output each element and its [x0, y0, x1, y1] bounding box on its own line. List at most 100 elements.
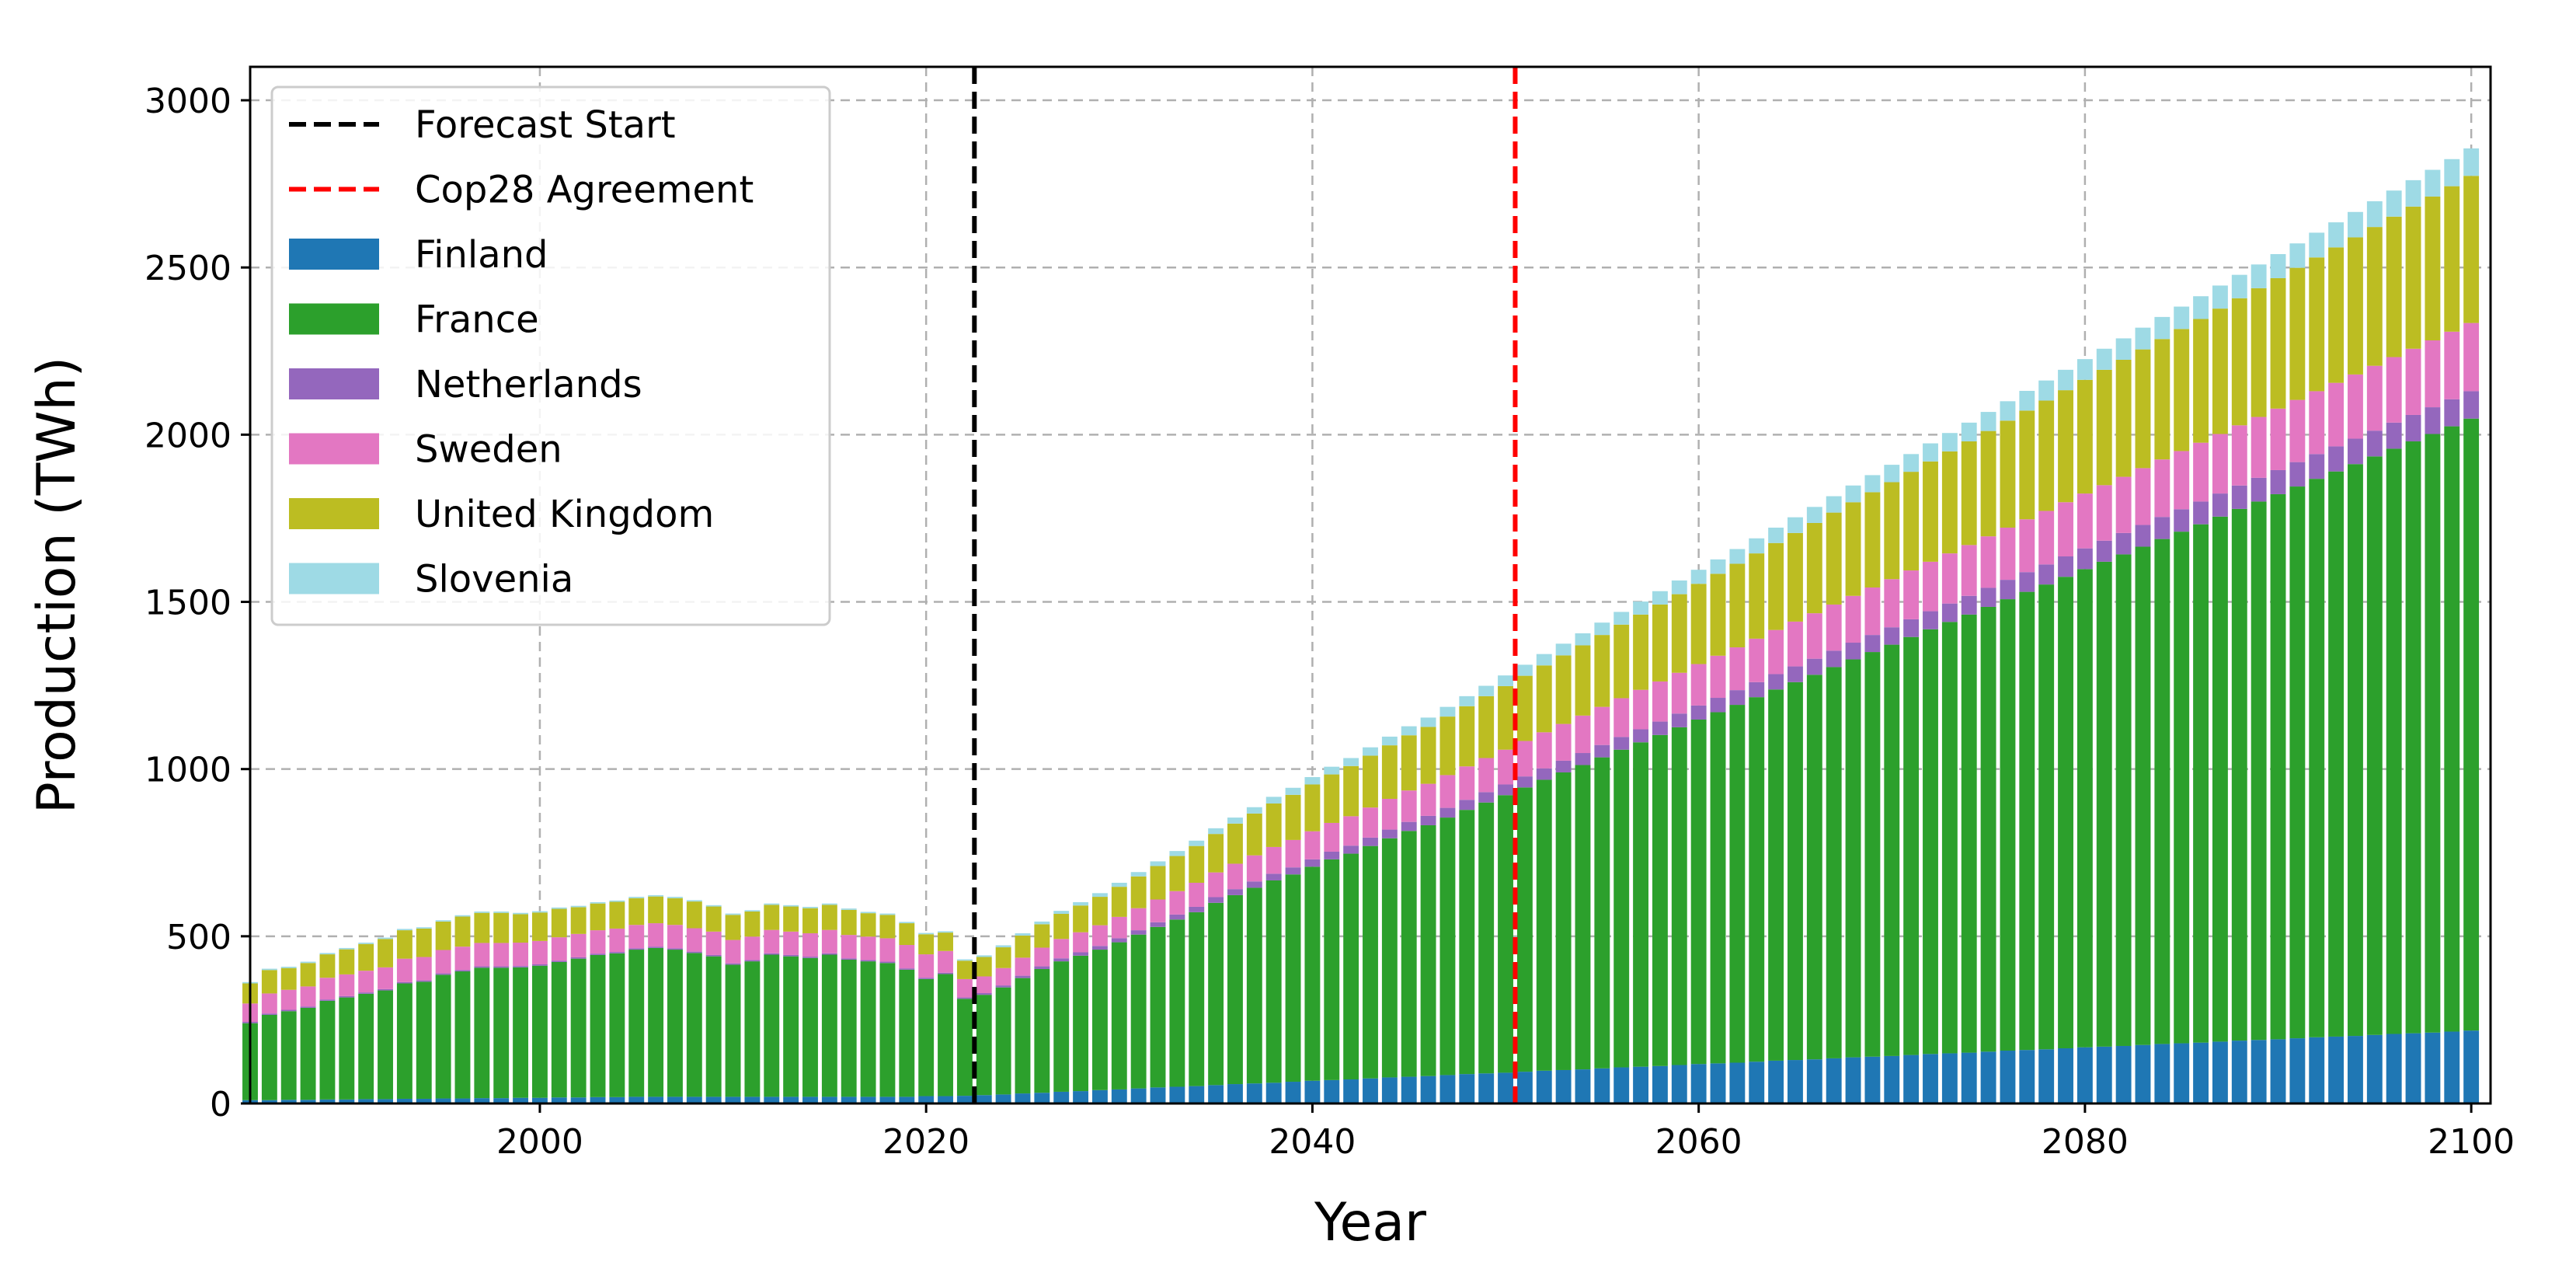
bar-united-kingdom — [1613, 624, 1630, 699]
bar-slovenia — [2058, 369, 2073, 391]
bar-sweden — [667, 925, 683, 949]
bar-sweden — [1749, 638, 1765, 682]
bar-sweden — [396, 958, 413, 982]
bar-france — [2212, 516, 2228, 1042]
bar-slovenia — [995, 945, 1011, 948]
bar-sweden — [493, 943, 510, 967]
bar-sweden — [1923, 561, 1938, 612]
bar-finland — [339, 1099, 355, 1103]
bar-france — [2405, 441, 2421, 1034]
bar-united-kingdom — [899, 923, 915, 946]
bar-finland — [319, 1099, 336, 1103]
bar-slovenia — [1749, 538, 1765, 554]
bar-sweden — [1980, 536, 1996, 588]
bar-france — [2076, 569, 2093, 1048]
bar-netherlands — [2174, 509, 2190, 532]
bar-finland — [1401, 1076, 1417, 1103]
bar-united-kingdom — [841, 909, 857, 936]
bar-france — [1478, 802, 1495, 1074]
bar-sweden — [2038, 511, 2055, 565]
bar-sweden — [1652, 681, 1668, 722]
bar-united-kingdom — [2000, 420, 2016, 528]
bar-finland — [1768, 1060, 1784, 1103]
bar-france — [609, 953, 625, 1097]
bar-slovenia — [396, 929, 413, 931]
bar-sweden — [764, 929, 780, 953]
bar-finland — [2425, 1032, 2441, 1103]
legend-box — [270, 85, 831, 626]
bar-united-kingdom — [1575, 645, 1591, 716]
bar-france — [1806, 675, 1822, 1060]
bar-finland — [918, 1096, 935, 1103]
bar-netherlands — [454, 970, 471, 972]
bar-united-kingdom — [1749, 553, 1765, 639]
bar-france — [1671, 727, 1687, 1065]
bar-slovenia — [705, 905, 722, 907]
bar-france — [2463, 418, 2480, 1031]
bar-slovenia — [2135, 327, 2151, 350]
bar-slovenia — [280, 966, 297, 968]
bar-netherlands — [1690, 705, 1707, 720]
bar-united-kingdom — [2038, 400, 2055, 511]
bar-united-kingdom — [2425, 196, 2441, 341]
bar-france — [1208, 902, 1224, 1086]
bar-netherlands — [628, 948, 645, 950]
bar-sweden — [2444, 331, 2460, 399]
bar-united-kingdom — [2289, 267, 2306, 400]
bar-netherlands — [1729, 690, 1746, 706]
bar-netherlands — [1594, 744, 1610, 758]
bar-netherlands — [2366, 431, 2383, 457]
legend-label: Finland — [415, 233, 548, 277]
bar-united-kingdom — [783, 906, 799, 932]
bar-sweden — [261, 993, 277, 1014]
bar-slovenia — [1130, 872, 1147, 877]
bar-united-kingdom — [513, 914, 529, 943]
bar-slovenia — [1941, 433, 1958, 451]
bar-france — [280, 1011, 297, 1100]
legend-label: United Kingdom — [415, 493, 714, 536]
legend-item: Forecast Start — [289, 103, 676, 147]
bar-sweden — [1227, 863, 1243, 890]
bar-slovenia — [1111, 882, 1127, 887]
bar-sweden — [319, 978, 336, 1000]
bar-netherlands — [1381, 829, 1398, 838]
bar-sweden — [280, 989, 297, 1010]
bar-france — [1941, 622, 1958, 1054]
bar-netherlands — [1633, 729, 1649, 743]
bar-united-kingdom — [1941, 451, 1958, 554]
bar-sweden — [1130, 908, 1147, 931]
bar-finland — [1536, 1070, 1552, 1103]
bar-netherlands — [2212, 493, 2228, 517]
bar-united-kingdom — [590, 903, 606, 931]
bar-france — [474, 967, 490, 1099]
bar-united-kingdom — [2115, 359, 2132, 477]
bar-finland — [474, 1098, 490, 1103]
bar-finland — [1420, 1075, 1436, 1103]
bar-slovenia — [2174, 306, 2190, 329]
bar-sweden — [416, 957, 432, 981]
bar-france — [1710, 712, 1726, 1064]
bar-slovenia — [879, 913, 896, 915]
bar-sweden — [1150, 899, 1166, 922]
bar-sweden — [1864, 587, 1881, 636]
bar-finland — [1980, 1051, 1996, 1103]
bar-france — [667, 950, 683, 1097]
bar-france — [2251, 501, 2267, 1041]
bar-united-kingdom — [280, 967, 297, 990]
bar-netherlands — [1363, 837, 1378, 846]
y-axis-title: Production (TWh) — [26, 357, 88, 814]
bar-sweden — [1208, 872, 1224, 898]
bar-slovenia — [1575, 633, 1591, 646]
bar-united-kingdom — [2174, 329, 2190, 451]
bar-france — [1420, 824, 1436, 1076]
bar-sweden — [435, 950, 451, 974]
bar-slovenia — [1208, 828, 1224, 835]
bar-netherlands — [570, 957, 587, 959]
legend-item: Netherlands — [289, 363, 642, 406]
bar-finland — [1884, 1055, 1900, 1103]
bar-slovenia — [1710, 559, 1726, 574]
bar-slovenia — [1671, 580, 1687, 594]
bar-united-kingdom — [609, 901, 625, 929]
bar-france — [1613, 749, 1630, 1068]
